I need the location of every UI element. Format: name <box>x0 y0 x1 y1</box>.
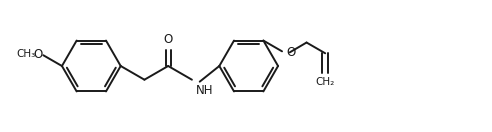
Text: O: O <box>34 48 43 61</box>
Text: O: O <box>163 33 173 46</box>
Text: CH₃: CH₃ <box>16 49 35 59</box>
Text: O: O <box>286 46 295 59</box>
Text: NH: NH <box>196 84 214 97</box>
Text: CH₂: CH₂ <box>315 77 335 87</box>
